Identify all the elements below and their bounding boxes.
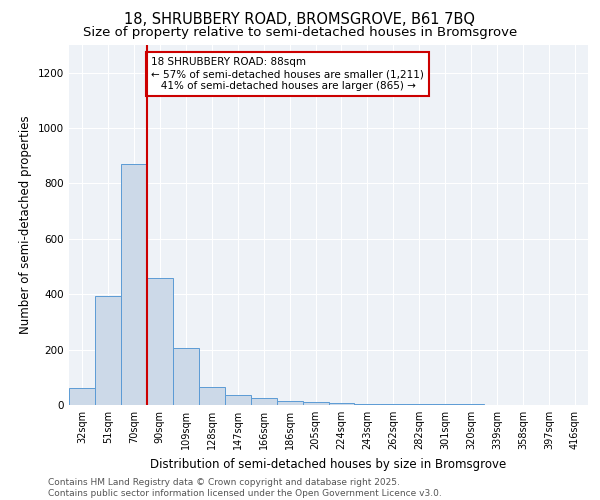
Bar bbox=[173, 348, 199, 405]
Bar bbox=[277, 401, 302, 405]
X-axis label: Distribution of semi-detached houses by size in Bromsgrove: Distribution of semi-detached houses by … bbox=[151, 458, 506, 470]
Bar bbox=[406, 404, 432, 405]
Bar bbox=[329, 403, 355, 405]
Bar bbox=[302, 402, 329, 405]
Bar bbox=[251, 398, 277, 405]
Bar bbox=[225, 396, 251, 405]
Bar bbox=[433, 404, 458, 405]
Bar bbox=[380, 404, 406, 405]
Text: 18 SHRUBBERY ROAD: 88sqm
← 57% of semi-detached houses are smaller (1,211)
   41: 18 SHRUBBERY ROAD: 88sqm ← 57% of semi-d… bbox=[151, 58, 424, 90]
Bar bbox=[121, 164, 147, 405]
Bar bbox=[458, 404, 484, 405]
Text: Contains HM Land Registry data © Crown copyright and database right 2025.
Contai: Contains HM Land Registry data © Crown c… bbox=[48, 478, 442, 498]
Bar bbox=[69, 388, 95, 405]
Bar bbox=[199, 387, 224, 405]
Bar bbox=[95, 296, 121, 405]
Bar bbox=[147, 278, 173, 405]
Y-axis label: Number of semi-detached properties: Number of semi-detached properties bbox=[19, 116, 32, 334]
Text: Size of property relative to semi-detached houses in Bromsgrove: Size of property relative to semi-detach… bbox=[83, 26, 517, 39]
Text: 18, SHRUBBERY ROAD, BROMSGROVE, B61 7BQ: 18, SHRUBBERY ROAD, BROMSGROVE, B61 7BQ bbox=[125, 12, 476, 28]
Bar bbox=[355, 404, 380, 405]
